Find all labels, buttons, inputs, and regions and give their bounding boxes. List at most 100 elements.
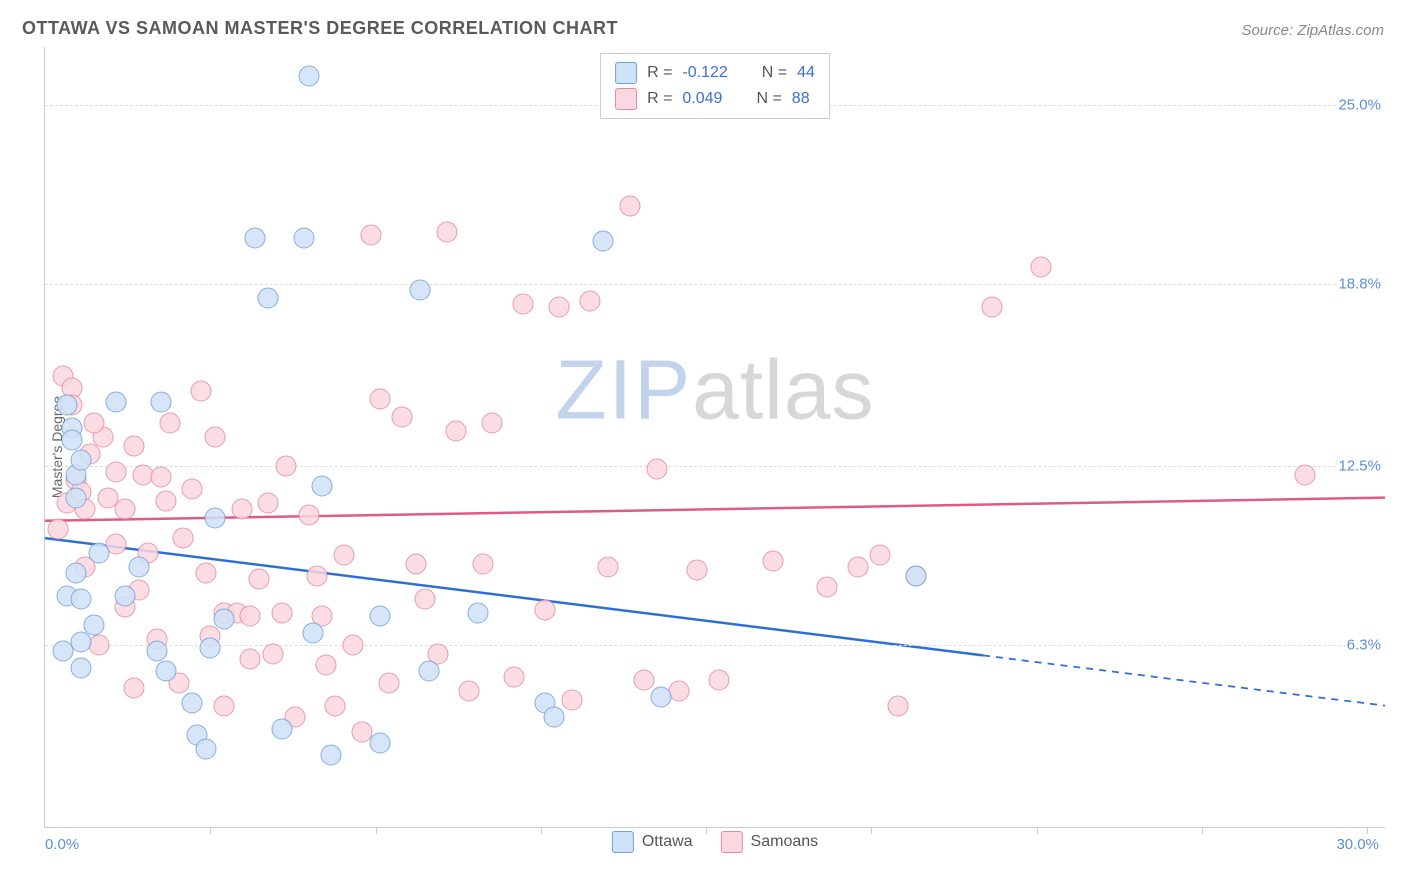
data-point-ottawa — [258, 288, 279, 309]
data-point-samoans — [512, 294, 533, 315]
data-point-samoans — [687, 559, 708, 580]
data-point-ottawa — [84, 614, 105, 635]
data-point-samoans — [562, 689, 583, 710]
data-point-ottawa — [70, 658, 91, 679]
data-point-ottawa — [651, 687, 672, 708]
legend-stats-row: R = -0.122 N = 44 — [615, 60, 815, 86]
legend-item-samoans: Samoans — [721, 831, 819, 853]
swatch-ottawa — [612, 831, 634, 853]
data-point-ottawa — [66, 562, 87, 583]
x-tick — [210, 827, 211, 834]
data-point-samoans — [124, 435, 145, 456]
data-point-samoans — [472, 554, 493, 575]
y-tick-label: 25.0% — [1338, 96, 1387, 113]
data-point-samoans — [445, 421, 466, 442]
data-point-ottawa — [410, 279, 431, 300]
data-point-ottawa — [195, 739, 216, 760]
data-point-ottawa — [88, 542, 109, 563]
data-point-samoans — [370, 389, 391, 410]
data-point-samoans — [709, 669, 730, 690]
data-point-ottawa — [70, 588, 91, 609]
data-point-samoans — [173, 528, 194, 549]
data-point-samoans — [160, 412, 181, 433]
data-point-samoans — [195, 562, 216, 583]
r-value-samoans: 0.049 — [682, 86, 722, 112]
data-point-ottawa — [70, 632, 91, 653]
data-point-samoans — [204, 427, 225, 448]
data-point-samoans — [249, 568, 270, 589]
data-point-ottawa — [70, 450, 91, 471]
data-point-ottawa — [593, 230, 614, 251]
data-point-ottawa — [204, 507, 225, 528]
data-point-samoans — [262, 643, 283, 664]
y-tick-label: 12.5% — [1338, 457, 1387, 474]
swatch-samoans — [615, 88, 637, 110]
data-point-ottawa — [468, 603, 489, 624]
r-value-ottawa: -0.122 — [682, 60, 727, 86]
data-point-ottawa — [200, 637, 221, 658]
watermark-zip: ZIP — [555, 343, 692, 437]
data-point-samoans — [646, 458, 667, 479]
x-max-label: 30.0% — [1336, 836, 1379, 853]
x-origin-label: 0.0% — [45, 836, 79, 853]
legend-label-ottawa: Ottawa — [642, 833, 693, 851]
legend-series: Ottawa Samoans — [612, 831, 818, 853]
data-point-samoans — [392, 406, 413, 427]
data-point-samoans — [48, 519, 69, 540]
data-point-samoans — [981, 297, 1002, 318]
data-point-ottawa — [906, 565, 927, 586]
n-value-samoans: 88 — [792, 86, 810, 112]
data-point-ottawa — [213, 609, 234, 630]
gridline-h — [45, 466, 1381, 467]
data-point-samoans — [459, 681, 480, 702]
data-point-samoans — [334, 545, 355, 566]
x-tick — [541, 827, 542, 834]
data-point-samoans — [579, 291, 600, 312]
data-point-samoans — [155, 490, 176, 511]
data-point-samoans — [182, 479, 203, 500]
data-point-ottawa — [419, 661, 440, 682]
data-point-samoans — [481, 412, 502, 433]
data-point-ottawa — [52, 640, 73, 661]
data-point-samoans — [633, 669, 654, 690]
data-point-samoans — [763, 551, 784, 572]
data-point-ottawa — [57, 395, 78, 416]
data-point-ottawa — [66, 487, 87, 508]
data-point-samoans — [258, 493, 279, 514]
legend-label-samoans: Samoans — [751, 833, 819, 851]
data-point-samoans — [405, 554, 426, 575]
data-point-samoans — [240, 649, 261, 670]
data-point-samoans — [325, 695, 346, 716]
data-point-samoans — [620, 195, 641, 216]
data-point-ottawa — [155, 661, 176, 682]
data-point-samoans — [191, 380, 212, 401]
data-point-samoans — [414, 588, 435, 609]
data-point-samoans — [816, 577, 837, 598]
r-label: R = — [647, 86, 672, 112]
data-point-samoans — [870, 545, 891, 566]
data-point-ottawa — [128, 557, 149, 578]
data-point-ottawa — [151, 392, 172, 413]
data-point-samoans — [316, 655, 337, 676]
data-point-samoans — [276, 455, 297, 476]
data-point-samoans — [231, 499, 252, 520]
data-point-samoans — [298, 505, 319, 526]
n-value-ottawa: 44 — [797, 60, 815, 86]
data-point-samoans — [88, 635, 109, 656]
data-point-ottawa — [115, 585, 136, 606]
data-point-ottawa — [298, 65, 319, 86]
data-point-ottawa — [311, 476, 332, 497]
data-point-ottawa — [106, 392, 127, 413]
data-point-ottawa — [146, 640, 167, 661]
data-point-samoans — [378, 672, 399, 693]
data-point-samoans — [1294, 464, 1315, 485]
data-point-samoans — [535, 600, 556, 621]
data-point-samoans — [1031, 256, 1052, 277]
data-point-samoans — [343, 635, 364, 656]
data-point-ottawa — [294, 227, 315, 248]
data-point-samoans — [597, 557, 618, 578]
n-label: N = — [756, 86, 781, 112]
data-point-samoans — [307, 565, 328, 586]
data-point-ottawa — [244, 227, 265, 248]
r-label: R = — [647, 60, 672, 86]
